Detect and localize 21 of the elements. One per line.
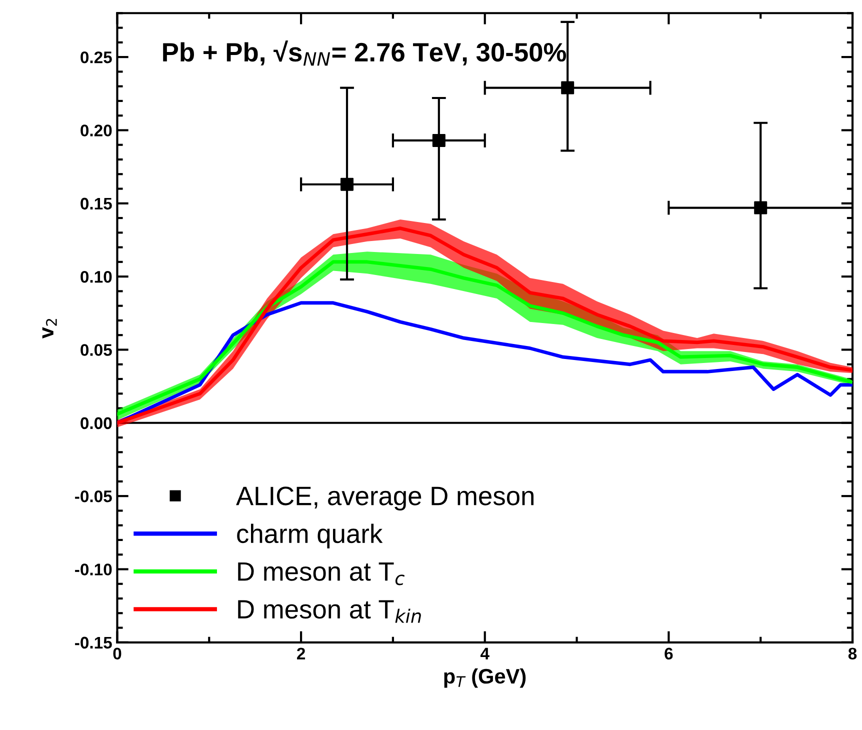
x-axis-title: p$_{T}$ (GeV): [444, 668, 526, 688]
y-tick-label: 0.10: [80, 270, 112, 283]
x-tick-label: 2: [296, 648, 306, 660]
y-tick-label: -0.10: [75, 564, 112, 576]
legend-label: D meson at T$_{kin}$: [238, 600, 421, 623]
x-tick-label: 4: [480, 648, 490, 660]
y-tick-label: -0.15: [75, 636, 112, 649]
legend-label: D meson at T$_{c}$: [238, 562, 405, 586]
y-tick-label: 0.20: [80, 124, 112, 136]
x-tick-label: 8: [848, 648, 857, 660]
text: Pb + Pb, √s$_{NN}$= 2.76 TeV, 30-50%: [163, 40, 566, 66]
legend-label: ALICE, average D meson: [236, 486, 534, 511]
x-tick-label: 0: [113, 648, 122, 660]
y-tick-label: 0.05: [80, 344, 112, 356]
y-axis-title: v$_{2}$: [42, 319, 57, 339]
y-tick-label: 0.15: [80, 198, 112, 210]
y-tick-label: 0.00: [80, 417, 112, 430]
y-tick-label: -0.05: [75, 490, 112, 502]
x-tick-label: 6: [664, 648, 673, 660]
legend-label: charm quark: [237, 524, 383, 548]
y-tick-label: 0.25: [80, 51, 112, 64]
